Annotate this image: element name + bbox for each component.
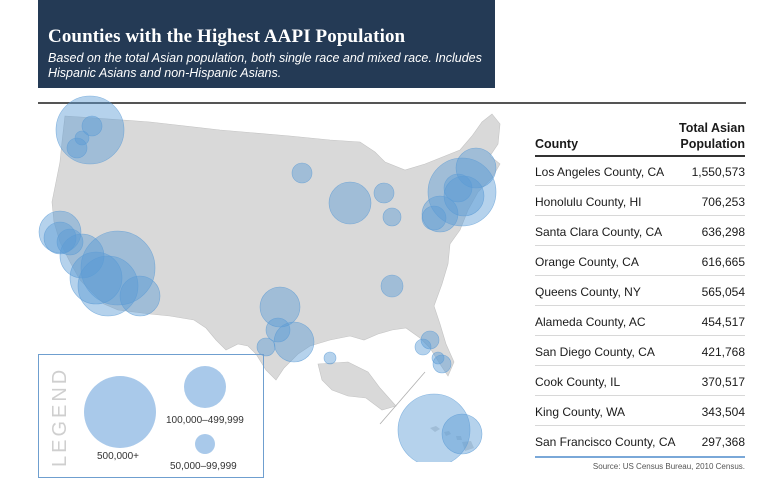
row-divider [535, 395, 745, 396]
bubble-honolulu [397, 393, 471, 462]
table-row: Alameda County, AC 454,517 [535, 306, 745, 336]
column-header-population-line2: Population [680, 137, 745, 151]
bubble-brooklyn [443, 173, 473, 203]
legend-small-circle [194, 433, 215, 454]
bubble-houston [273, 321, 315, 363]
county-name: Cook County, IL [535, 375, 621, 389]
table-row: Honolulu County, HI 706,253 [535, 186, 745, 216]
bubble-atlanta [380, 274, 404, 298]
legend-box: LEGEND 500,000+ 100,000–499,999 50,000–9… [38, 354, 264, 478]
legend-large-label: 500,000+ [97, 451, 139, 462]
population-value: 636,298 [701, 225, 745, 239]
bubble-tampa [414, 338, 432, 356]
bubble-anchorage [323, 351, 337, 365]
population-value: 421,768 [701, 345, 745, 359]
table-row: Queens County, NY 565,054 [535, 276, 745, 306]
bubble-san-diego [119, 275, 161, 317]
inset-divider [379, 371, 426, 425]
row-divider [535, 335, 745, 336]
bubble-alameda [56, 228, 84, 256]
table-row: King County, WA 343,504 [535, 396, 745, 426]
legend-large-circle [83, 375, 156, 448]
table-row: San Francisco County, CA 297,368 [535, 426, 745, 456]
table-row: San Diego County, CA 421,768 [535, 336, 745, 366]
county-name: Orange County, CA [535, 255, 639, 269]
column-header-county: County [535, 137, 579, 151]
county-name: Honolulu County, HI [535, 195, 642, 209]
county-name: King County, WA [535, 405, 626, 419]
source-note: Source: US Census Bureau, 2010 Census. [592, 462, 745, 471]
bubble-washington [421, 205, 447, 231]
contiguous-us-land [51, 113, 501, 381]
bubble-columbus [382, 207, 402, 227]
table-row: Orange County, CA 616,665 [535, 246, 745, 276]
table-row: Santa Clara County, CA 636,298 [535, 216, 745, 246]
population-value: 1,550,573 [691, 165, 745, 179]
header-rule [38, 102, 746, 104]
row-divider [535, 215, 745, 216]
bubble-maui [441, 413, 483, 455]
bubble-detroit [373, 182, 395, 204]
bubble-austin [265, 317, 291, 343]
table-row: Los Angeles County, CA 1,550,573 [535, 156, 745, 186]
population-value: 616,665 [701, 255, 745, 269]
county-name: Queens County, NY [535, 285, 641, 299]
bubble-cook-county [328, 181, 372, 225]
title-banner: Counties with the Highest AAPI Populatio… [38, 0, 495, 88]
county-name: Santa Clara County, CA [535, 225, 663, 239]
bubble-seattle-area [81, 115, 103, 137]
us-map [38, 95, 501, 462]
row-divider [535, 365, 745, 366]
county-name: San Diego County, CA [535, 345, 655, 359]
bubble-king-county [55, 95, 125, 165]
bubble-orange-county [69, 251, 123, 305]
bubble-philadelphia [421, 195, 459, 233]
legend-circles [83, 365, 226, 454]
alaska-land [317, 361, 397, 411]
legend-medium-label: 100,000–499,999 [166, 415, 244, 426]
bubble-denver [291, 162, 313, 184]
bubble-new-york [443, 175, 485, 217]
county-name: San Francisco County, CA [535, 435, 676, 449]
page-title: Counties with the Highest AAPI Populatio… [48, 26, 406, 47]
bubble-miami [432, 354, 452, 374]
county-name: Los Angeles County, CA [535, 165, 665, 179]
legend-small-label: 50,000–99,999 [170, 461, 237, 472]
population-value: 706,253 [701, 195, 745, 209]
page-subtitle: Based on the total Asian population, bot… [48, 51, 482, 80]
population-value: 297,368 [701, 435, 745, 449]
table-bottom-rule [535, 456, 745, 458]
bubble-san-antonio [256, 337, 276, 357]
hawaii-islands [430, 426, 474, 451]
population-value: 370,517 [701, 375, 745, 389]
county-name: Alameda County, AC [535, 315, 646, 329]
bubble-tacoma-area [74, 130, 90, 146]
column-header-population-line1: Total Asian [679, 121, 745, 135]
bubble-ft-lauderdale [431, 351, 445, 365]
population-bubbles [38, 95, 497, 462]
population-value: 454,517 [701, 315, 745, 329]
row-divider [535, 245, 745, 246]
row-divider [535, 275, 745, 276]
row-divider [535, 425, 745, 426]
population-value: 343,504 [701, 405, 745, 419]
table-row: Cook County, IL 370,517 [535, 366, 745, 396]
row-divider [535, 305, 745, 306]
bubble-orlando [420, 330, 440, 350]
row-divider [535, 185, 745, 186]
bubble-portland-area [66, 137, 88, 159]
population-value: 565,054 [701, 285, 745, 299]
bubble-dallas [259, 286, 301, 328]
bubble-los-angeles [80, 230, 156, 306]
column-header-population: Total Asian Population [679, 120, 745, 152]
legend-medium-circle [183, 365, 226, 408]
bubble-riverside [77, 255, 139, 317]
table-header-rule [535, 155, 745, 157]
